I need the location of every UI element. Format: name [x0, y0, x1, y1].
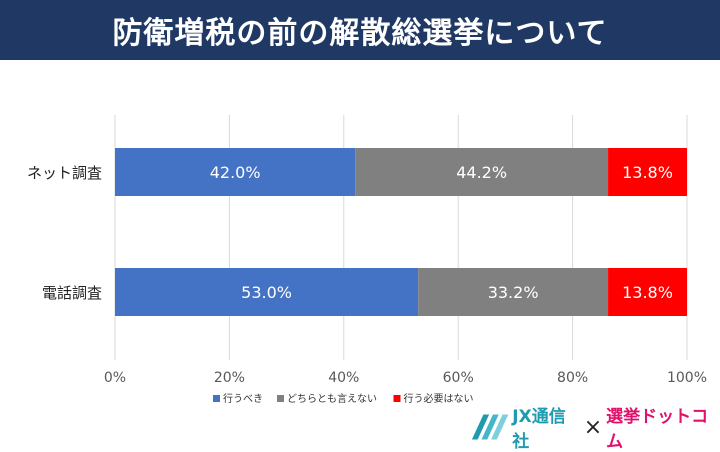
x-tick-label: 60%: [443, 370, 474, 386]
x-tick-label: 40%: [328, 370, 359, 386]
x-tick-label: 0%: [104, 370, 126, 386]
bar-segment: [608, 148, 687, 196]
data-label: 13.8%: [622, 283, 673, 302]
legend-swatch: [393, 395, 401, 402]
footer-branding: JX通信社 × 選挙ドットコム: [470, 407, 720, 452]
bar-segment: [115, 268, 419, 316]
brand-separator: ×: [583, 414, 603, 440]
bar-segment: [115, 148, 356, 196]
data-label: 44.2%: [456, 163, 507, 182]
legend-label: 行うべき: [223, 392, 263, 405]
x-tick-label: 20%: [214, 370, 245, 386]
stacked-bar-chart: 0% 20% 40% 60% 80% 100% 42.0% 44.2% 13.8% ネット調査 53…: [27, 115, 707, 405]
bar-segment: [608, 268, 687, 316]
bar-segment: [418, 268, 609, 316]
bar-segment: [355, 148, 609, 196]
legend-label: 行う必要はない: [404, 392, 474, 405]
category-label: 電話調査: [42, 284, 102, 302]
legend-label: どちらとも言えない: [287, 392, 377, 405]
data-label: 33.2%: [488, 283, 539, 302]
data-label: 42.0%: [210, 163, 261, 182]
jx-logo-icon: [471, 414, 509, 440]
legend-swatch: [277, 395, 284, 402]
data-label: 53.0%: [241, 283, 292, 302]
x-tick-label: 80%: [557, 370, 588, 386]
page-title: 防衛増税の前の解散総選挙について: [0, 0, 720, 60]
category-label: ネット調査: [27, 164, 102, 182]
legend-swatch: [213, 395, 220, 402]
data-label: 13.8%: [622, 163, 673, 182]
x-tick-label: 100%: [667, 370, 707, 386]
